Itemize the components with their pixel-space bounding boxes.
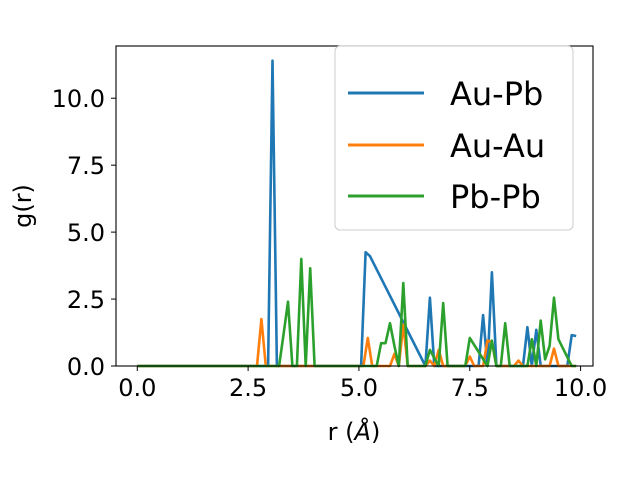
x-tick-label: 2.5: [229, 374, 267, 402]
x-tick-label: 7.5: [451, 374, 489, 402]
y-tick-label: 5.0: [67, 219, 105, 247]
legend: Au-Pb Au-Au Pb-Pb: [334, 45, 574, 231]
y-tick-label: 2.5: [67, 286, 105, 314]
x-axis-label: r (Å): [328, 417, 381, 446]
y-axis-label: g(r): [9, 184, 37, 228]
x-axis-ticks: 0.0 2.5 5.0 7.5 10.0: [118, 366, 607, 402]
y-tick-label: 7.5: [67, 152, 105, 180]
legend-label-pb-pb: Pb-Pb: [450, 178, 541, 216]
x-tick-label: 0.0: [118, 374, 156, 402]
x-tick-label: 10.0: [554, 374, 607, 402]
y-tick-label: 10.0: [52, 85, 105, 113]
y-axis-ticks: 0.0 2.5 5.0 7.5 10.0: [52, 85, 116, 381]
legend-label-au-pb: Au-Pb: [450, 75, 543, 113]
legend-label-au-au: Au-Au: [450, 127, 545, 165]
series-line-au-pb: [137, 59, 577, 368]
y-tick-label: 0.0: [67, 353, 105, 381]
x-tick-label: 5.0: [340, 374, 378, 402]
